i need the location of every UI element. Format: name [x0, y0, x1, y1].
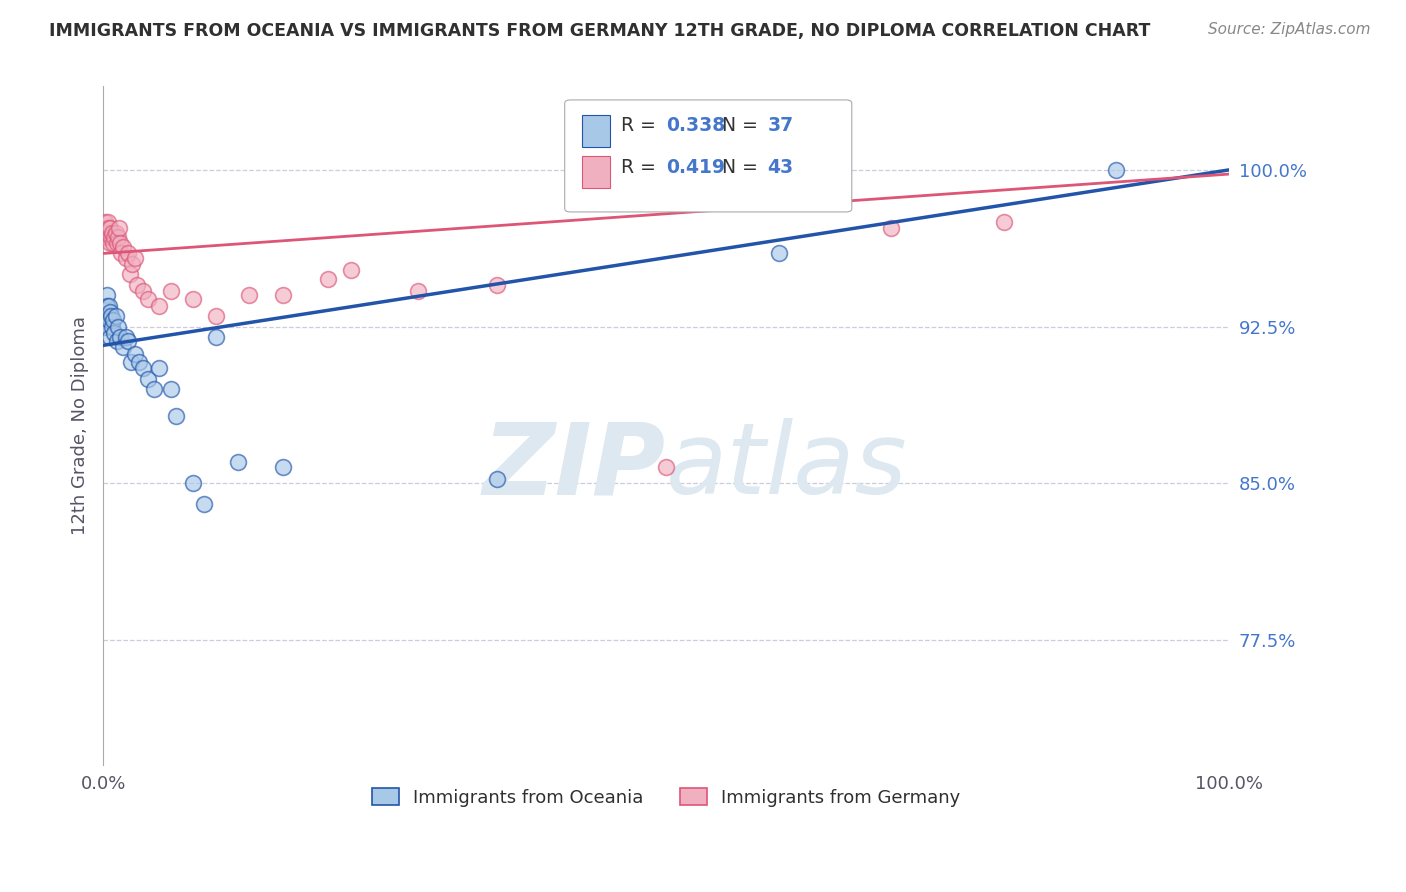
Point [97, 229, 120, 244]
Text: IMMIGRANTS FROM OCEANIA VS IMMIGRANTS FROM GERMANY 12TH GRADE, NO DIPLOMA CORREL: IMMIGRANTS FROM OCEANIA VS IMMIGRANTS FR… [49, 22, 1150, 40]
Point [112, 240, 135, 254]
Point [97, 313, 120, 327]
Point [181, 476, 204, 491]
Point [110, 246, 132, 260]
Point [105, 334, 128, 348]
Point [128, 355, 150, 369]
Point [97, 221, 120, 235]
Point [98, 305, 121, 319]
Point [93, 229, 115, 244]
Point [101, 319, 124, 334]
Point [121, 257, 143, 271]
Point [340, 263, 363, 277]
Point [1105, 162, 1128, 177]
Text: 0.338: 0.338 [666, 116, 725, 135]
Point [114, 330, 136, 344]
Text: atlas: atlas [666, 418, 908, 515]
Point [108, 221, 131, 235]
Point [768, 246, 790, 260]
Point [114, 251, 136, 265]
FancyBboxPatch shape [582, 155, 610, 188]
Point [108, 235, 131, 250]
Point [142, 382, 165, 396]
Point [125, 277, 148, 292]
Legend: Immigrants from Oceania, Immigrants from Germany: Immigrants from Oceania, Immigrants from… [364, 780, 967, 814]
Point [96, 221, 118, 235]
Point [131, 361, 153, 376]
Point [112, 341, 135, 355]
Point [136, 293, 159, 307]
Point [97, 309, 120, 323]
Point [204, 330, 226, 344]
Point [204, 309, 226, 323]
Point [104, 309, 127, 323]
Point [107, 319, 129, 334]
Point [655, 459, 678, 474]
FancyBboxPatch shape [582, 115, 610, 147]
Point [159, 284, 181, 298]
Point [131, 284, 153, 298]
Point [120, 355, 142, 369]
Point [96, 299, 118, 313]
Text: 43: 43 [768, 158, 793, 177]
Point [117, 334, 139, 348]
Point [96, 229, 118, 244]
FancyBboxPatch shape [565, 100, 852, 212]
Point [271, 459, 294, 474]
Point [103, 313, 125, 327]
Point [181, 293, 204, 307]
Point [97, 299, 120, 313]
Text: N =: N = [723, 116, 765, 135]
Point [117, 246, 139, 260]
Point [93, 309, 115, 323]
Text: Source: ZipAtlas.com: Source: ZipAtlas.com [1208, 22, 1371, 37]
Point [103, 235, 125, 250]
Point [993, 215, 1015, 229]
Point [226, 455, 249, 469]
Point [108, 330, 131, 344]
Point [94, 319, 117, 334]
Point [100, 309, 122, 323]
Text: ZIP: ZIP [484, 418, 666, 515]
Point [105, 235, 128, 250]
Point [120, 268, 142, 282]
Point [103, 229, 125, 244]
Point [94, 226, 117, 240]
Point [136, 372, 159, 386]
Point [97, 226, 120, 240]
Point [165, 409, 187, 424]
Point [271, 288, 294, 302]
Text: 0.419: 0.419 [666, 158, 725, 177]
Point [98, 235, 121, 250]
Point [316, 271, 339, 285]
Text: R =: R = [621, 116, 662, 135]
Point [148, 299, 170, 313]
Point [96, 288, 118, 302]
Point [148, 361, 170, 376]
Point [238, 288, 260, 302]
Point [124, 251, 146, 265]
Text: N =: N = [723, 158, 765, 177]
Y-axis label: 12th Grade, No Diploma: 12th Grade, No Diploma [72, 317, 89, 535]
Point [193, 497, 215, 511]
Point [103, 326, 125, 340]
Point [104, 226, 127, 240]
Point [159, 382, 181, 396]
Point [94, 215, 117, 229]
Point [486, 277, 509, 292]
Point [97, 215, 120, 229]
Point [98, 221, 121, 235]
Point [124, 347, 146, 361]
Point [100, 229, 122, 244]
Text: R =: R = [621, 158, 662, 177]
Point [101, 226, 124, 240]
Point [107, 229, 129, 244]
Point [98, 330, 121, 344]
Point [486, 472, 509, 486]
Point [408, 284, 430, 298]
Text: 37: 37 [768, 116, 793, 135]
Point [880, 221, 903, 235]
